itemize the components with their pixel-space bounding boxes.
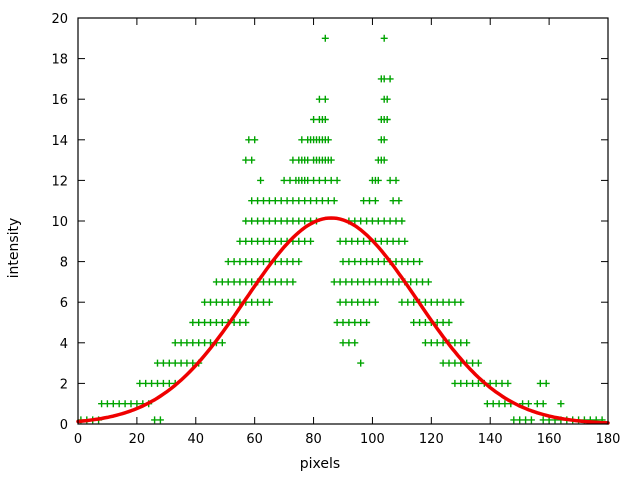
y-tick-label: 4: [60, 337, 68, 352]
y-tick-label: 0: [60, 418, 68, 433]
y-tick-label: 16: [51, 93, 68, 108]
scatter-series: [77, 34, 606, 424]
y-tick-label: 8: [60, 256, 68, 271]
y-tick-label: 20: [51, 12, 68, 27]
x-tick-label: 80: [305, 432, 322, 447]
y-tick-label: 18: [51, 53, 68, 68]
y-tick-label: 2: [60, 377, 68, 392]
x-tick-label: 100: [360, 432, 385, 447]
fit-curve: [76, 216, 610, 425]
y-tick-label: 12: [51, 174, 68, 189]
axis-ticks: [77, 17, 609, 425]
x-axis-title: pixels: [299, 456, 341, 472]
y-tick-label: 10: [51, 215, 68, 230]
x-tick-label: 180: [596, 432, 621, 447]
y-axis-title: intensity: [6, 217, 22, 279]
x-tick-label: 40: [188, 432, 205, 447]
y-tick-label: 6: [60, 296, 68, 311]
x-tick-label: 0: [74, 432, 82, 447]
x-tick-label: 120: [419, 432, 444, 447]
x-tick-label: 140: [478, 432, 503, 447]
x-tick-label: 20: [129, 432, 146, 447]
y-tick-label: 14: [51, 134, 68, 149]
x-tick-label: 60: [246, 432, 263, 447]
plus-markers: [77, 34, 606, 424]
plot-border: [77, 17, 609, 425]
tick-labels: 0 20 40 60 80 100 120 140 160 180 0 2 4 6 8 10 12 14 16 18 2…: [51, 12, 620, 447]
x-tick-label: 160: [537, 432, 562, 447]
